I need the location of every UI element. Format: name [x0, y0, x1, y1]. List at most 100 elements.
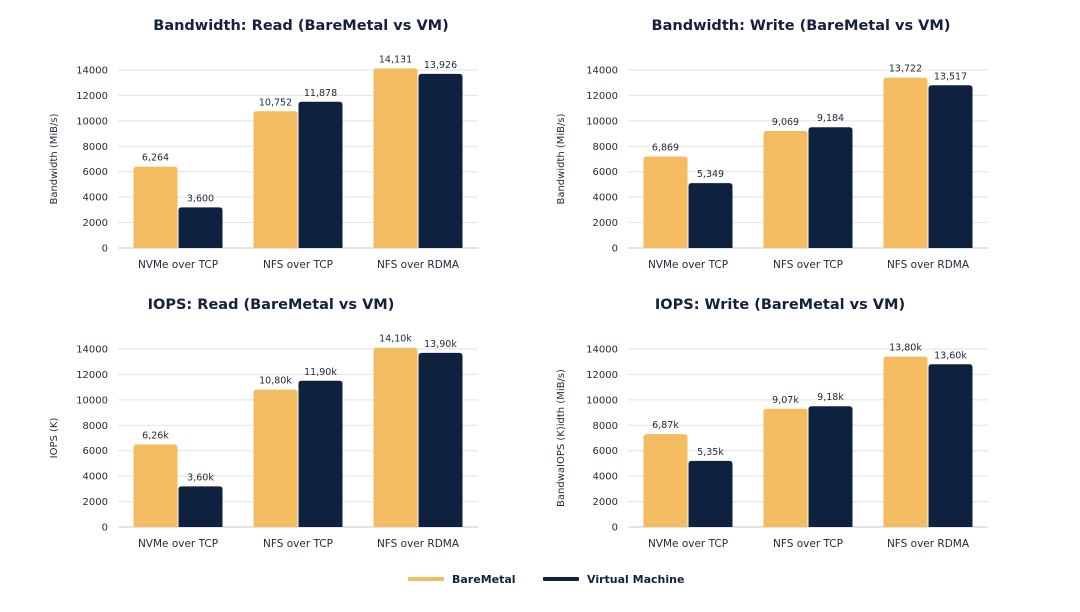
y-tick-label: 2000	[83, 497, 108, 508]
y-tick-label: 14000	[586, 66, 618, 77]
y-tick-label: 2000	[83, 218, 108, 229]
y-tick-label: 14000	[76, 66, 108, 77]
bar-baremetal	[373, 68, 418, 248]
data-label: 13,722	[889, 64, 922, 75]
y-tick-label: 12000	[586, 91, 618, 102]
bar-vm	[178, 486, 223, 527]
x-tick-label: NFS over TCP	[773, 259, 843, 271]
y-tick-label: 10000	[76, 395, 108, 406]
bar-baremetal	[883, 77, 928, 248]
bar-baremetal	[133, 444, 178, 527]
y-tick-label: 6000	[593, 167, 618, 178]
data-label: 6,264	[142, 153, 169, 164]
x-tick-label: NFS over TCP	[263, 259, 333, 271]
y-axis-label: Bandwidth (MiB/s)	[49, 113, 60, 204]
bar-vm	[928, 364, 973, 527]
bar-baremetal	[253, 389, 298, 527]
x-tick-label: NFS over TCP	[773, 538, 843, 550]
y-tick-label: 0	[612, 523, 618, 534]
bar-vm	[418, 352, 463, 527]
data-label: 5,349	[697, 169, 724, 180]
y-tick-label: 8000	[593, 142, 618, 153]
data-label: 13,90k	[424, 339, 457, 350]
data-label: 5,35k	[697, 447, 724, 458]
y-tick-label: 6000	[593, 446, 618, 457]
y-axis-label: Bandwidth (MiB/s)	[556, 113, 567, 204]
data-label: 13,80k	[889, 343, 922, 354]
data-label: 6,87k	[652, 420, 679, 431]
bar-vm	[688, 183, 733, 248]
data-label: 9,07k	[772, 395, 799, 406]
y-tick-label: 14000	[586, 345, 618, 356]
bar-vm	[298, 380, 343, 527]
data-label: 11,878	[304, 88, 337, 99]
bar-baremetal	[643, 434, 688, 527]
y-tick-label: 0	[102, 244, 108, 255]
data-label: 10,80k	[259, 376, 292, 387]
y-tick-label: 4000	[83, 472, 108, 483]
data-label: 11,90k	[304, 367, 337, 378]
y-tick-label: 10000	[586, 116, 618, 127]
bar-vm	[688, 460, 733, 527]
x-tick-label: NFS over RDMA	[887, 259, 970, 271]
data-label: 6,26k	[142, 430, 169, 441]
y-tick-label: 6000	[83, 446, 108, 457]
chart-title: Bandwidth: Write (BareMetal vs VM)	[652, 18, 951, 34]
data-label: 14,131	[379, 54, 412, 65]
y-axis-label: BandwaIOPS (K)idth (MiB/s)	[556, 369, 567, 507]
chart-panel-2: Bandwidth: Write (BareMetal vs VM) 0 2000 4…	[556, 18, 988, 271]
x-tick-label: NFS over TCP	[263, 538, 333, 550]
legend-label-baremetal: BareMetal	[452, 573, 516, 586]
x-tick-label: NFS over RDMA	[377, 259, 460, 271]
chart-title: Bandwidth: Read (BareMetal vs VM)	[153, 18, 448, 34]
data-label: 3,60k	[187, 472, 214, 483]
y-tick-label: 6000	[83, 167, 108, 178]
legend-label-vm: Virtual Machine	[587, 573, 684, 586]
x-tick-label: NVMe over TCP	[138, 538, 218, 550]
bar-vm	[808, 127, 853, 248]
y-tick-label: 0	[102, 523, 108, 534]
chart-panel-3: IOPS: Read (BareMetal vs VM) 0 2000 4000 600…	[49, 297, 478, 550]
bar-vm	[418, 73, 463, 248]
bar-baremetal	[763, 131, 808, 248]
y-tick-label: 2000	[593, 218, 618, 229]
data-label: 13,926	[424, 60, 457, 71]
y-tick-label: 14000	[76, 345, 108, 356]
bar-vm	[178, 207, 223, 248]
y-tick-label: 0	[612, 244, 618, 255]
data-label: 6,869	[652, 142, 679, 153]
y-tick-label: 8000	[83, 421, 108, 432]
y-tick-label: 4000	[593, 193, 618, 204]
y-tick-label: 10000	[586, 395, 618, 406]
y-tick-label: 8000	[83, 142, 108, 153]
bar-baremetal	[373, 347, 418, 527]
y-tick-label: 10000	[76, 116, 108, 127]
chart-panel-4: IOPS: Write (BareMetal vs VM) 0 2000 4000 60…	[556, 297, 988, 550]
chart-title: IOPS: Write (BareMetal vs VM)	[655, 297, 905, 313]
legend-swatch-baremetal	[408, 577, 444, 581]
data-label: 9,18k	[817, 392, 844, 403]
data-label: 9,184	[817, 113, 844, 124]
bar-baremetal	[133, 166, 178, 248]
legend: BareMetal Virtual Machine	[408, 573, 684, 586]
bar-vm	[808, 406, 853, 527]
legend-swatch-vm	[543, 577, 579, 581]
data-label: 10,752	[259, 97, 292, 108]
y-tick-label: 12000	[586, 370, 618, 381]
bar-baremetal	[883, 356, 928, 527]
x-tick-label: NVMe over TCP	[138, 259, 218, 271]
chart-panel-1: Bandwidth: Read (BareMetal vs VM) 0 2000 40…	[49, 18, 478, 271]
bar-vm	[928, 85, 973, 248]
y-tick-label: 4000	[593, 472, 618, 483]
y-tick-label: 12000	[76, 370, 108, 381]
y-tick-label: 2000	[593, 497, 618, 508]
y-tick-label: 4000	[83, 193, 108, 204]
data-label: 13,60k	[934, 350, 967, 361]
y-tick-label: 8000	[593, 421, 618, 432]
chart-title: IOPS: Read (BareMetal vs VM)	[148, 297, 395, 313]
data-label: 3,600	[187, 193, 214, 204]
y-axis-label: IOPS (K)	[49, 418, 60, 459]
x-tick-label: NFS over RDMA	[887, 538, 970, 550]
data-label: 13,517	[934, 71, 967, 82]
